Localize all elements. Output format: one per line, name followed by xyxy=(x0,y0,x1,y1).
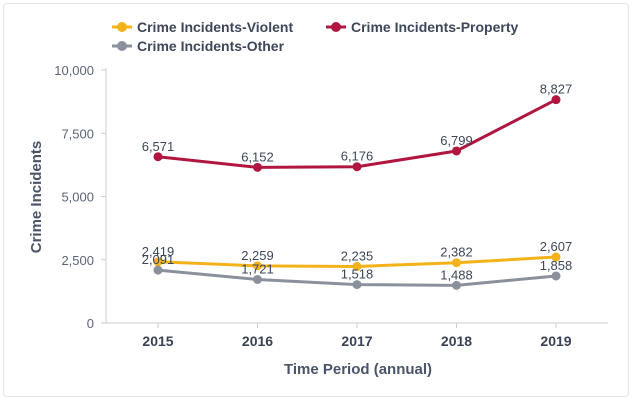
crime-incidents-other-data-label: 1,858 xyxy=(540,258,573,273)
crime-incidents-other-legend-label: Crime Incidents-Other xyxy=(137,38,285,54)
crime-incidents-property-data-label: 6,571 xyxy=(142,139,175,154)
crime-incidents-other-data-label: 1,518 xyxy=(341,267,374,282)
crime-incidents-violent-point xyxy=(352,261,362,271)
crime-incidents-violent-point xyxy=(551,252,561,262)
crime-incidents-violent-data-label: 2,419 xyxy=(142,244,175,259)
crime-incidents-violent-data-label: 2,607 xyxy=(540,239,573,254)
y-tick-label: 2,500 xyxy=(61,253,94,268)
x-tick-label: 2019 xyxy=(540,333,571,349)
crime-incidents-property-data-label: 6,799 xyxy=(440,133,473,148)
crime-incidents-other-point xyxy=(452,280,461,290)
y-axis: 0 2,500 5,000 7,500 10,000 xyxy=(54,63,107,331)
crime-incidents-violent-data-label: 2,259 xyxy=(241,248,274,263)
crime-incidents-property-data-label: 6,152 xyxy=(241,149,274,164)
crime-incidents-violent-legend-swatch-dot xyxy=(117,22,127,32)
crime-incidents-property-legend-label: Crime Incidents-Property xyxy=(351,19,518,35)
crime-incidents-other-data-label: 1,721 xyxy=(241,261,274,276)
crime-incidents-violent-point xyxy=(153,257,163,267)
data-labels: 2,419 2,259 2,235 2,382 2,607 6,571 6,152 6,176… xyxy=(142,82,573,283)
crime-incidents-violent-data-label: 2,235 xyxy=(341,248,374,263)
crime-incidents-property-point xyxy=(551,95,561,105)
legend: Crime Incidents-Violent Crime Incidents-P… xyxy=(112,19,518,54)
x-axis-title: Time Period (annual) xyxy=(284,361,432,378)
crime-incidents-other-data-label: 1,488 xyxy=(440,267,473,282)
crime-incidents-other-point xyxy=(352,280,362,290)
crime-incidents-other-point xyxy=(551,271,561,281)
chart-card xyxy=(3,3,629,397)
x-tick-label: 2017 xyxy=(341,333,372,349)
crime-incidents-violent-point xyxy=(452,258,461,268)
x-tick-label: 2015 xyxy=(142,333,173,349)
crime-incidents-violent-point xyxy=(253,261,262,271)
crime-incidents-property-point xyxy=(352,162,362,172)
y-tick-label: 0 xyxy=(87,316,94,331)
y-tick-label: 10,000 xyxy=(54,63,94,78)
series-layer xyxy=(153,95,561,290)
y-axis-title: Crime Incidents xyxy=(28,141,45,254)
crime-incidents-property-point xyxy=(452,146,461,156)
x-tick-label: 2018 xyxy=(441,333,472,349)
crime-incidents-other-point xyxy=(153,265,163,275)
crime-incidents-property-point xyxy=(153,152,163,162)
crime-incidents-violent-legend-label: Crime Incidents-Violent xyxy=(137,19,293,35)
crime-incidents-property-data-label: 6,176 xyxy=(341,149,374,164)
y-tick-label: 5,000 xyxy=(61,190,94,205)
crime-incidents-property-point xyxy=(253,162,262,172)
x-axis: 2015 2016 2017 2018 2019 xyxy=(106,322,608,349)
crime-incidents-property-data-label: 8,827 xyxy=(540,82,573,97)
crime-incidents-violent-data-label: 2,382 xyxy=(440,245,473,260)
crime-incidents-other-point xyxy=(253,274,262,284)
crime-incidents-property-legend-swatch-dot xyxy=(331,22,341,32)
crime-incidents-other-legend-swatch-dot xyxy=(117,41,127,51)
crime-incidents-other-data-label: 2,091 xyxy=(142,252,175,267)
y-tick-label: 7,500 xyxy=(61,126,94,141)
x-tick-label: 2016 xyxy=(242,333,273,349)
